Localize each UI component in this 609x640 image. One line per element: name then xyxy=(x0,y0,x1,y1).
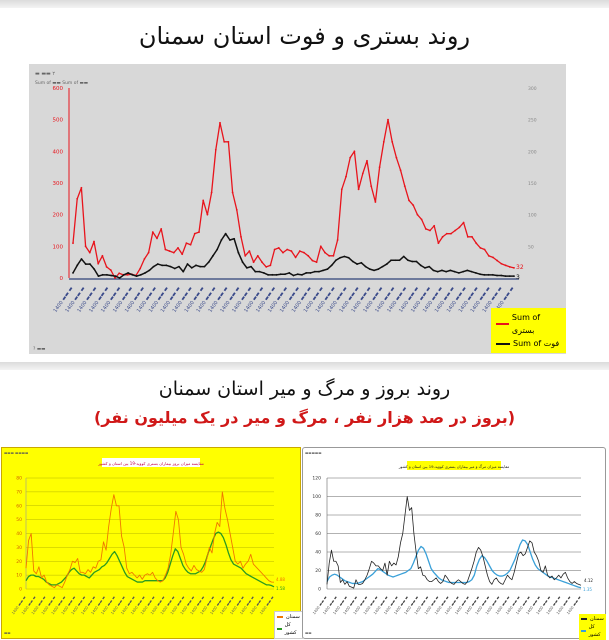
semnan-end-label: 4.88 xyxy=(276,577,285,582)
left-tick-label: 500 xyxy=(53,118,64,124)
tick-label: 60 xyxy=(16,503,22,509)
tick-label: 60 xyxy=(315,531,321,537)
death-end-label: 3 xyxy=(516,274,520,281)
legend-item-semnan: سمنان xyxy=(581,615,604,623)
national-swatch-icon xyxy=(277,628,282,630)
national-incidence-line xyxy=(25,531,275,588)
tick-label: 40 xyxy=(315,550,321,556)
panel-footer: ▬▬ xyxy=(305,631,312,635)
tick-label: 0 xyxy=(318,587,321,593)
field-buttons: Sum of ▬▬ Sum of ▬▬ xyxy=(35,80,88,86)
death-swatch-icon xyxy=(496,342,510,345)
chart-title-box xyxy=(102,458,200,467)
hosp-end-label: 32 xyxy=(516,264,524,271)
right-tick-label: 250 xyxy=(528,118,537,124)
panel-caption: ▬ ▬▬ ۲ xyxy=(35,71,55,77)
left-tick-label: 100 xyxy=(53,244,64,250)
incidence-chart: ▬▬▬ ▬▬▬▬ مقایسه میزان بروز بیماران بستری … xyxy=(4,451,285,635)
tick-label: 80 xyxy=(16,476,22,482)
tick-label: 20 xyxy=(315,568,321,574)
top-legend: Sum of بستری Sum of فوت xyxy=(491,308,566,353)
right-tick-label: 200 xyxy=(528,149,537,155)
hosp-death-chart: ▬ ▬▬ ۲ Sum of ▬▬ Sum of ▬▬ 0 100 200 300 400 50… xyxy=(33,71,537,352)
semnan-swatch-icon xyxy=(277,616,283,618)
tick-label: 40 xyxy=(16,531,22,537)
national-end-label: 1.58 xyxy=(276,586,285,591)
tick-label: 120 xyxy=(312,476,321,482)
legend-item-national: کل کشور xyxy=(581,623,604,639)
legend-item-national: کل کشور xyxy=(277,621,300,637)
right-tick-label: 150 xyxy=(528,181,537,187)
legend-item-death: Sum of فوت xyxy=(496,337,561,350)
top-chart-panel: ▬ ▬▬ ۲ Sum of ▬▬ Sum of ▬▬ 0 100 200 300 400 50… xyxy=(29,64,566,354)
tick-label: 70 xyxy=(16,489,22,495)
top-separator xyxy=(0,0,609,8)
national-mortality-line xyxy=(326,539,582,589)
national-end-label: 1.35 xyxy=(583,587,592,592)
right-tick-label: 100 xyxy=(528,213,537,219)
tick-label: 0 xyxy=(19,587,22,593)
incidence-chart-panel: ▬▬▬ ▬▬▬▬ مقایسه میزان بروز بیماران بستری … xyxy=(1,447,303,639)
semnan-swatch-icon xyxy=(581,618,587,620)
panel-footer: ? ▬▬ xyxy=(33,346,45,352)
tick-label: 10 xyxy=(16,573,22,579)
national-swatch-icon xyxy=(581,630,586,632)
left-tick-label: 400 xyxy=(53,149,64,155)
legend-item-hosp: Sum of بستری xyxy=(496,311,561,337)
legend-item-semnan: سمنان xyxy=(277,613,300,621)
chart-title: مقایسه میزان مرگ و میر بیماران بستری کوو… xyxy=(398,464,510,469)
middle-separator xyxy=(0,362,609,370)
tick-label: 50 xyxy=(16,517,22,523)
right-tick-label: 300 xyxy=(528,86,537,92)
panel-caption: ▬▬▬▬▬ xyxy=(305,451,322,455)
left-tick-label: 0 xyxy=(60,276,64,282)
panel-caption: ▬▬▬ ▬▬▬▬ xyxy=(4,451,28,455)
incidence-legend: سمنان کل کشور xyxy=(274,611,303,639)
tick-label: 30 xyxy=(16,545,22,551)
tick-label: 100 xyxy=(312,494,321,500)
left-tick-label: 600 xyxy=(53,86,64,92)
chart-title-box xyxy=(407,461,501,470)
semnan-end-label: 4.12 xyxy=(584,578,593,583)
mortality-legend: سمنان کل کشور xyxy=(579,614,606,640)
bottom-chart-title: روند بروز و مرگ و میر استان سمنان xyxy=(158,378,451,400)
mortality-chart-panel: ▬▬▬▬▬ مقایسه میزان مرگ و میر بیماران بستر… xyxy=(302,447,606,640)
mortality-chart: ▬▬▬▬▬ مقایسه میزان مرگ و میر بیماران بستر… xyxy=(305,451,593,635)
left-tick-label: 300 xyxy=(53,181,64,187)
panel-footer: ▬▬ xyxy=(4,631,11,635)
right-tick-label: 50 xyxy=(528,244,534,250)
hosp-line xyxy=(72,119,515,279)
tick-label: 20 xyxy=(16,559,22,565)
semnan-mortality-line xyxy=(326,496,582,589)
top-chart-title: روند بستری و فوت استان سمنان xyxy=(138,22,471,50)
left-tick-label: 200 xyxy=(53,213,64,219)
hosp-swatch-icon xyxy=(496,323,509,325)
bottom-chart-subtitle: (بروز در صد هزار نفر ، مرگ و میر در یک م… xyxy=(93,408,516,427)
tick-label: 80 xyxy=(315,513,321,519)
chart-title: مقایسه میزان بروز بیماران بستری کووید-19… xyxy=(97,461,204,466)
semnan-incidence-line xyxy=(25,491,275,589)
